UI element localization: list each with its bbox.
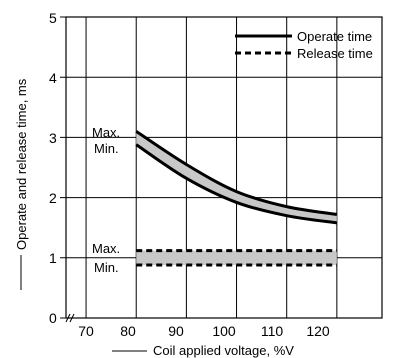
- x-tick-70: 70: [78, 323, 94, 339]
- x-tick-80: 80: [120, 323, 136, 339]
- y-axis-label: Operate and release time, ms: [14, 78, 29, 250]
- series-line-operate-time-max: [135, 130, 338, 216]
- range-bands: [136, 131, 337, 266]
- y-tick-0: 0: [49, 310, 57, 326]
- x-tick-90: 90: [168, 323, 184, 339]
- plot-frame: [65, 16, 383, 319]
- x-tick-110: 110: [261, 323, 284, 339]
- annotation-release-min: Min.: [94, 260, 119, 275]
- y-tick-1: 1: [49, 250, 57, 266]
- annotation-operate-min: Min.: [94, 141, 119, 156]
- legend: Operate time Release time: [235, 29, 373, 61]
- y-tick-5: 5: [49, 10, 57, 26]
- legend-label-release: Release time: [297, 46, 373, 61]
- series-lines: [135, 130, 338, 267]
- series-line-operate-time-min: [135, 143, 338, 225]
- y-tick-3: 3: [49, 130, 57, 146]
- y-tick-4: 4: [49, 70, 57, 86]
- x-axis-label: Coil applied voltage, %V: [153, 343, 294, 358]
- x-tick-100: 100: [212, 323, 236, 339]
- band-operate: [136, 131, 337, 223]
- annotation-operate-max: Max.: [92, 125, 120, 140]
- axis-break-mark: [65, 313, 75, 323]
- y-tick-2: 2: [49, 190, 57, 206]
- x-tick-120: 120: [306, 323, 330, 339]
- annotation-release-max: Max.: [92, 241, 120, 256]
- legend-label-operate: Operate time: [297, 29, 372, 44]
- band-release: [136, 250, 337, 266]
